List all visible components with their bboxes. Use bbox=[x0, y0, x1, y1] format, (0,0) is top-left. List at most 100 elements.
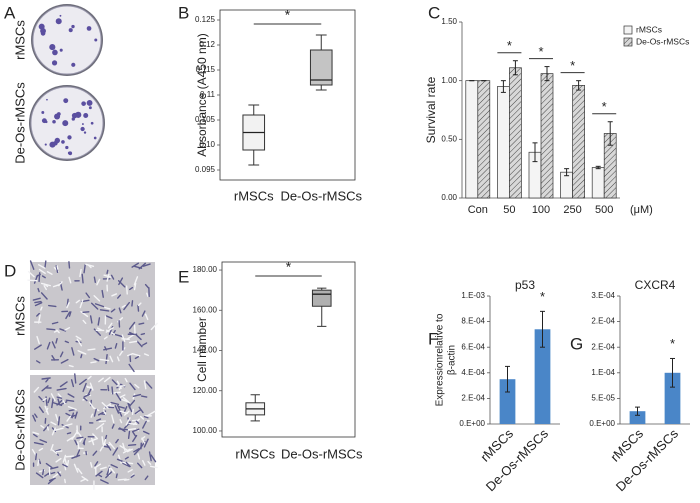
cell bbox=[31, 448, 37, 457]
cell bbox=[134, 356, 140, 360]
cell bbox=[126, 334, 135, 340]
cell bbox=[117, 294, 122, 299]
cell bbox=[129, 286, 134, 291]
cell bbox=[125, 417, 131, 426]
cell bbox=[59, 351, 64, 358]
cell bbox=[102, 410, 107, 416]
y-tick-label: 6.E-04 bbox=[461, 342, 485, 351]
cell bbox=[80, 478, 87, 482]
cell bbox=[119, 410, 128, 415]
y-tick-label: 1.00 bbox=[441, 76, 457, 85]
colony bbox=[81, 123, 84, 126]
cell bbox=[32, 431, 40, 435]
panel-letter: D bbox=[4, 261, 16, 280]
cell bbox=[144, 475, 149, 481]
x-tick-label: 100 bbox=[532, 204, 550, 216]
cell bbox=[53, 329, 59, 333]
x-tick-label: De-Os-rMSCs bbox=[280, 188, 362, 203]
cell bbox=[137, 302, 142, 307]
cell bbox=[54, 427, 64, 431]
cell bbox=[106, 269, 109, 275]
row-label: De-Os-rMSCs bbox=[12, 389, 27, 471]
cell bbox=[105, 315, 113, 319]
y-axis-label: Expressionrelative to bbox=[435, 313, 446, 406]
cell bbox=[131, 300, 134, 307]
cell bbox=[119, 347, 126, 356]
cell bbox=[60, 401, 68, 406]
cell bbox=[131, 408, 134, 416]
cell bbox=[46, 271, 53, 275]
cell bbox=[141, 437, 146, 444]
cell bbox=[36, 360, 41, 364]
panel-letter: B bbox=[178, 3, 189, 22]
cell bbox=[101, 289, 104, 298]
colony bbox=[63, 98, 69, 104]
cell bbox=[34, 413, 38, 418]
cell bbox=[93, 276, 97, 283]
cell bbox=[32, 297, 41, 301]
legend-swatch bbox=[623, 25, 633, 35]
cell bbox=[79, 378, 87, 386]
cell bbox=[64, 340, 70, 344]
cell bbox=[127, 353, 134, 357]
cell bbox=[137, 304, 140, 312]
cell bbox=[131, 262, 140, 268]
cell bbox=[93, 408, 97, 417]
significance: * bbox=[540, 289, 545, 304]
y-axis-label: Absorbance (A450 nm) bbox=[195, 33, 209, 156]
cell bbox=[42, 469, 45, 476]
x-tick-label: rMSCs bbox=[235, 446, 275, 461]
cell bbox=[50, 421, 57, 426]
cell bbox=[57, 393, 63, 399]
panel-letter: C bbox=[428, 3, 440, 22]
cell bbox=[96, 327, 102, 331]
y-tick-label: 160.00 bbox=[193, 305, 218, 314]
cell bbox=[92, 450, 98, 456]
cell bbox=[87, 375, 92, 380]
cell bbox=[50, 443, 54, 451]
cell bbox=[107, 322, 113, 329]
legend-label: De-Os-rMSCs bbox=[636, 36, 689, 46]
cell bbox=[132, 393, 142, 398]
cell bbox=[134, 409, 142, 415]
cell bbox=[127, 430, 131, 440]
cell bbox=[98, 377, 104, 383]
cell bbox=[58, 281, 63, 287]
cell bbox=[51, 449, 58, 455]
cell bbox=[92, 433, 99, 440]
cell bbox=[143, 415, 149, 419]
y-tick-label: 1.E-04 bbox=[591, 368, 615, 377]
cell bbox=[35, 453, 38, 461]
cell bbox=[102, 438, 107, 448]
cell bbox=[67, 393, 75, 398]
bar bbox=[509, 67, 522, 199]
bar bbox=[497, 86, 510, 199]
cell bbox=[74, 439, 78, 446]
colony bbox=[55, 18, 62, 25]
bar bbox=[591, 167, 605, 199]
cell bbox=[150, 454, 157, 463]
cell bbox=[106, 273, 110, 282]
cell bbox=[127, 428, 137, 431]
cell bbox=[111, 293, 118, 297]
cell bbox=[105, 327, 114, 333]
cell bbox=[124, 377, 128, 383]
cell bbox=[35, 472, 44, 479]
significance: * bbox=[602, 99, 607, 114]
cell bbox=[123, 478, 130, 481]
colony bbox=[51, 60, 58, 66]
cell bbox=[141, 342, 148, 346]
cell bbox=[103, 347, 113, 351]
y-tick-label: 0.50 bbox=[441, 134, 457, 143]
bar bbox=[499, 379, 516, 424]
cell bbox=[128, 401, 131, 410]
cell bbox=[111, 386, 114, 395]
significance: * bbox=[670, 336, 675, 351]
cell bbox=[128, 321, 136, 330]
cell bbox=[39, 439, 48, 443]
cell bbox=[55, 450, 63, 453]
cell bbox=[135, 334, 142, 341]
cell bbox=[128, 331, 135, 336]
cell bbox=[38, 406, 44, 414]
cell bbox=[68, 276, 72, 284]
